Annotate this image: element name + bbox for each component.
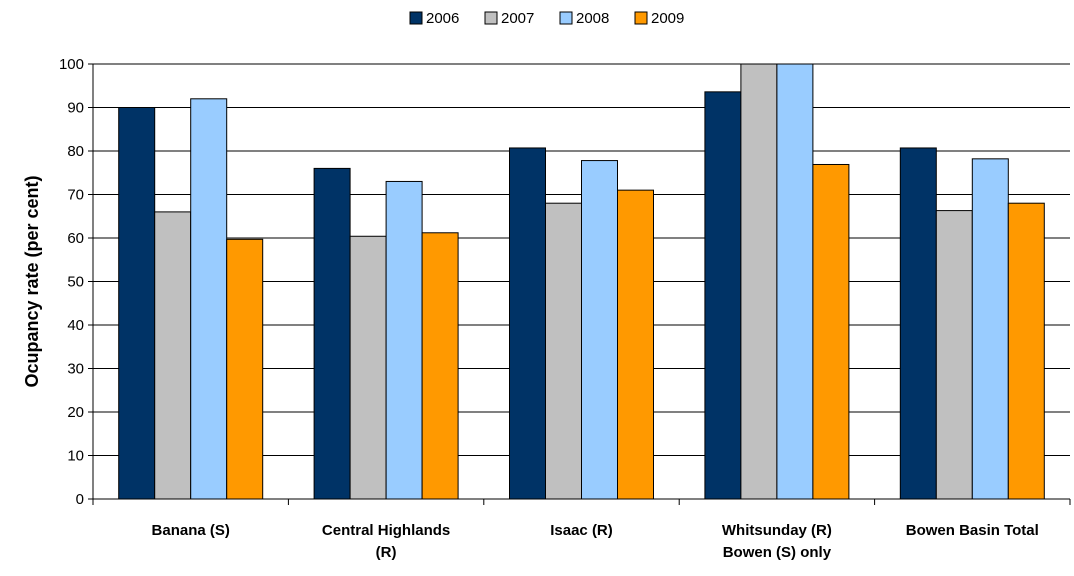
x-category-label: Central Highlands (R) xyxy=(322,522,450,561)
legend-swatch-2008 xyxy=(559,11,573,25)
legend-label: 2007 xyxy=(501,10,534,27)
x-category-label: Isaac (R) xyxy=(550,522,613,539)
x-category-label-line: Bowen (S) only xyxy=(723,544,832,561)
x-category-label-line: Whitsunday (R) xyxy=(722,522,832,539)
y-tick-label: 30 xyxy=(67,361,84,378)
bar-2007 xyxy=(935,210,973,500)
legend-label: 2008 xyxy=(576,10,609,27)
axes xyxy=(88,63,1071,505)
bar-2007 xyxy=(545,202,582,500)
bar-2006 xyxy=(704,91,742,500)
y-tick-label: 20 xyxy=(67,404,84,421)
y-tick-label: 40 xyxy=(67,317,84,334)
x-category-label-line: (R) xyxy=(376,544,397,561)
y-tick-label: 60 xyxy=(67,230,84,247)
bar-2006 xyxy=(313,167,351,500)
bar-2008 xyxy=(581,160,618,500)
legend-swatch-2007 xyxy=(484,11,498,25)
legend-label: 2006 xyxy=(426,10,459,27)
bar-2009 xyxy=(421,232,459,500)
y-tick-label: 90 xyxy=(67,100,84,117)
y-tick-label: 10 xyxy=(67,448,84,465)
x-category-label-line: Banana (S) xyxy=(152,522,230,539)
x-category-label: Bowen Basin Total xyxy=(906,522,1039,539)
legend-label: 2009 xyxy=(651,10,684,27)
bar-2007 xyxy=(349,235,387,500)
bar-2006 xyxy=(118,107,156,500)
bar-2009 xyxy=(1007,202,1045,500)
x-category-label-line: Isaac (R) xyxy=(550,522,613,539)
bar-2007 xyxy=(154,211,192,500)
y-axis-title: Ocupancy rate (per cent) xyxy=(22,175,42,387)
bar-2007 xyxy=(740,63,778,500)
x-category-label-line: Bowen Basin Total xyxy=(906,522,1039,539)
axis-labels: 0 10 20 30 40 50 60 70 80 90 100 Banana (S) Central … xyxy=(22,56,1039,561)
bar-2009 xyxy=(226,238,264,500)
x-category-label-line: Central Highlands xyxy=(322,522,450,539)
legend-swatch-2006 xyxy=(409,11,423,25)
bar-2008 xyxy=(385,180,423,500)
x-category-label: Whitsunday (R) Bowen (S) only xyxy=(722,522,832,561)
bar-2008 xyxy=(776,63,814,500)
x-category-label: Banana (S) xyxy=(152,522,230,539)
legend-swatch-2009 xyxy=(634,11,648,25)
y-tick-label: 100 xyxy=(59,56,84,73)
y-tick-label: 70 xyxy=(67,187,84,204)
y-tick-label: 80 xyxy=(67,143,84,160)
bar-2006 xyxy=(509,147,546,500)
bar-2008 xyxy=(971,158,1009,500)
legend: 2006 2007 2008 2009 xyxy=(409,10,684,27)
bars xyxy=(118,63,1045,500)
bar-2006 xyxy=(899,147,937,500)
bar-2009 xyxy=(617,189,654,500)
y-tick-label: 50 xyxy=(67,274,84,291)
y-tick-label: 0 xyxy=(76,491,84,508)
bar-2008 xyxy=(190,98,228,500)
bar-2009 xyxy=(812,163,850,500)
